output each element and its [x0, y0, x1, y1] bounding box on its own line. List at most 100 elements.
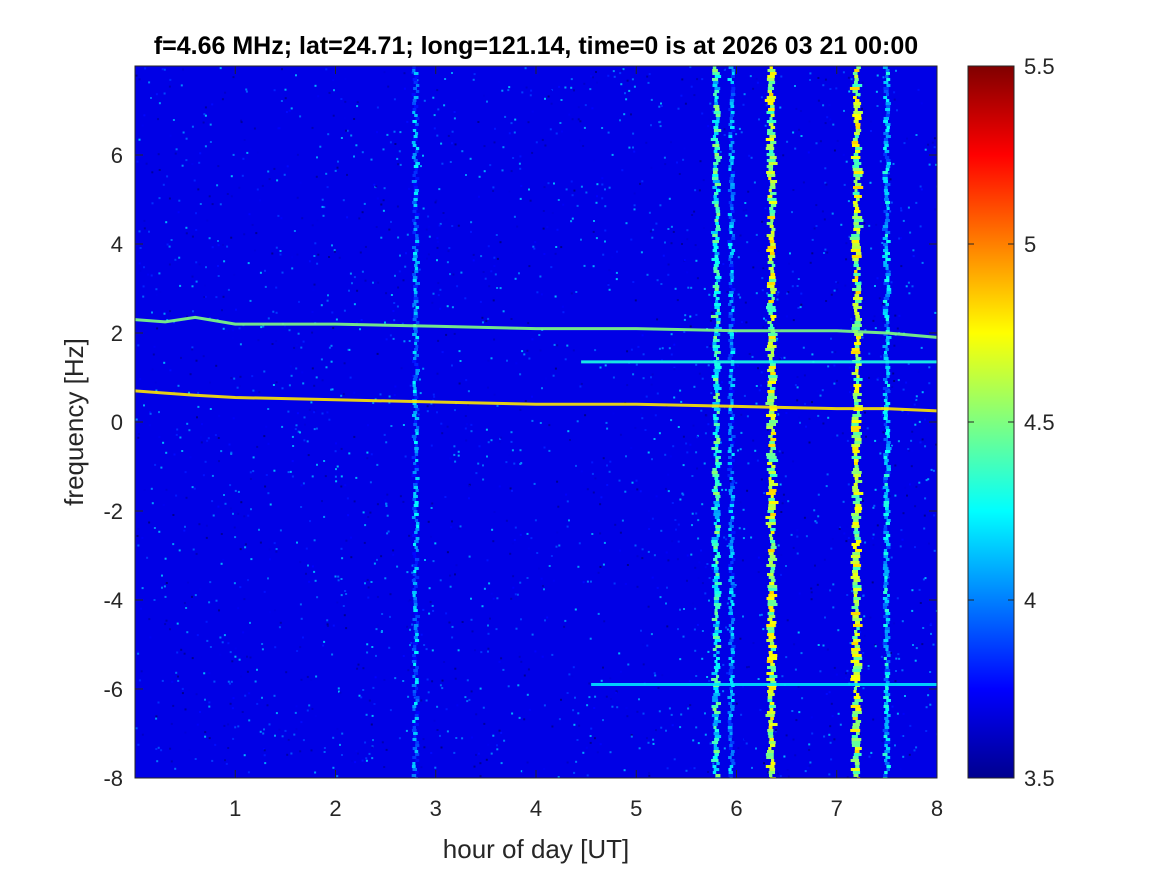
noise-pixel [564, 358, 567, 361]
noise-pixel [788, 262, 791, 265]
band-segment [851, 435, 861, 438]
noise-pixel [384, 577, 387, 580]
band-segment [716, 189, 721, 192]
noise-pixel [311, 331, 314, 334]
band-segment [769, 363, 776, 366]
noise-pixel [370, 158, 373, 161]
band-segment [886, 546, 891, 549]
noise-pixel [710, 632, 713, 635]
noise-pixel [670, 353, 673, 356]
noise-pixel [359, 328, 361, 331]
band-segment [854, 81, 858, 84]
noise-pixel [252, 456, 255, 459]
noise-pixel [670, 419, 673, 422]
band-segment [414, 75, 419, 78]
band-segment [768, 300, 774, 303]
band-segment [713, 198, 719, 201]
noise-pixel [349, 272, 352, 275]
noise-pixel [725, 538, 728, 541]
band-segment [413, 165, 419, 168]
noise-pixel [145, 162, 148, 165]
noise-pixel [312, 288, 315, 291]
band-segment [883, 645, 889, 648]
band-segment [715, 324, 719, 327]
band-segment [731, 87, 736, 90]
band-segment [882, 66, 888, 69]
noise-pixel [491, 528, 494, 531]
noise-pixel [288, 109, 291, 112]
noise-pixel [570, 78, 573, 81]
noise-pixel [431, 301, 434, 304]
noise-pixel [199, 588, 202, 591]
noise-pixel [331, 311, 334, 314]
noise-pixel [455, 737, 458, 739]
band-segment [851, 420, 862, 423]
noise-pixel [300, 484, 303, 487]
band-segment [854, 321, 861, 324]
band-segment [730, 513, 734, 516]
noise-pixel [359, 251, 362, 254]
noise-pixel [890, 444, 893, 447]
noise-pixel [375, 628, 378, 631]
band-segment [767, 585, 778, 588]
band-segment [770, 579, 776, 582]
noise-pixel [451, 636, 454, 639]
band-segment [731, 234, 735, 237]
noise-pixel [409, 599, 412, 602]
band-segment [728, 771, 733, 774]
noise-pixel [481, 605, 484, 608]
band-segment [728, 324, 734, 327]
band-segment [413, 510, 418, 513]
band-segment [853, 564, 862, 567]
noise-pixel [599, 565, 602, 568]
noise-pixel [353, 303, 356, 306]
noise-pixel [852, 136, 855, 139]
noise-pixel [157, 746, 160, 749]
noise-pixel [383, 766, 386, 768]
noise-pixel [411, 571, 414, 574]
noise-pixel [195, 552, 198, 555]
band-segment [728, 429, 732, 432]
band-segment [767, 309, 777, 312]
band-segment [885, 75, 889, 78]
noise-pixel [234, 726, 237, 729]
noise-pixel [155, 294, 158, 296]
band-segment [412, 720, 416, 723]
band-segment [767, 618, 773, 621]
noise-pixel [830, 293, 833, 296]
noise-pixel [640, 629, 642, 632]
noise-pixel [492, 597, 495, 600]
band-segment [412, 138, 418, 141]
noise-pixel [553, 182, 555, 185]
noise-pixel [723, 128, 726, 131]
noise-pixel [647, 550, 650, 553]
band-segment [767, 102, 774, 105]
band-segment [414, 681, 419, 684]
band-segment [713, 267, 718, 270]
band-segment [730, 114, 735, 117]
noise-pixel [204, 106, 207, 109]
noise-pixel [519, 408, 522, 411]
noise-pixel [259, 271, 262, 274]
band-segment [883, 585, 887, 588]
band-segment [766, 468, 775, 471]
noise-pixel [608, 186, 611, 189]
noise-pixel [533, 247, 536, 250]
noise-pixel [615, 690, 618, 693]
band-segment [766, 711, 776, 714]
band-segment [415, 345, 419, 348]
noise-pixel [836, 281, 839, 284]
noise-pixel [690, 286, 693, 289]
noise-pixel [353, 500, 356, 503]
band-segment [884, 405, 889, 408]
noise-pixel [469, 157, 472, 160]
band-segment [882, 174, 888, 177]
band-segment [728, 606, 732, 609]
y-axis-label: frequency [Hz] [59, 338, 89, 506]
noise-pixel [311, 367, 314, 370]
noise-pixel [684, 102, 687, 105]
noise-pixel [833, 364, 836, 367]
noise-pixel [742, 537, 745, 540]
band-segment [716, 651, 720, 654]
noise-pixel [290, 107, 293, 110]
